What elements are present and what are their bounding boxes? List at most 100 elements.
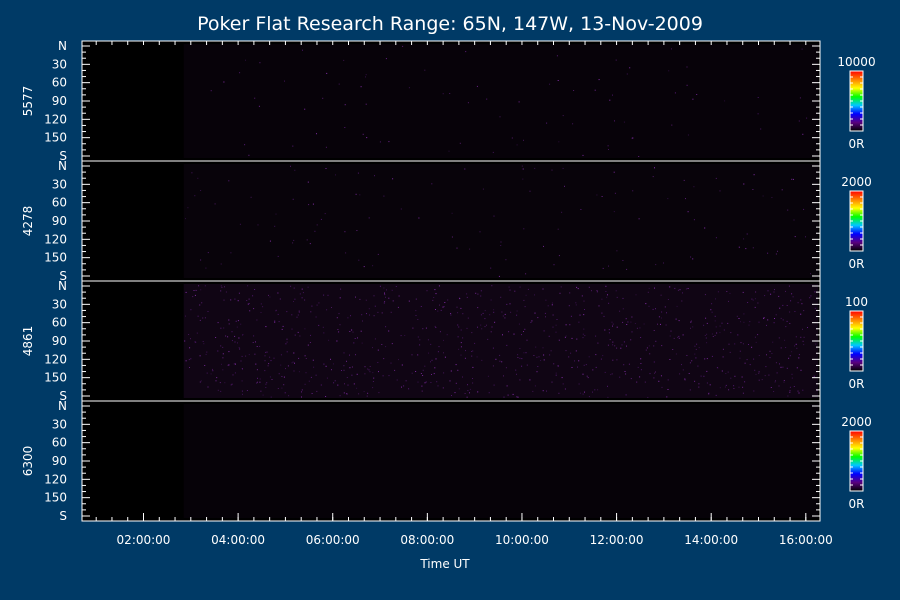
speckle — [721, 322, 723, 324]
speckle — [195, 341, 197, 343]
speckle — [257, 224, 259, 226]
speckle — [724, 386, 726, 388]
speckle — [507, 394, 509, 396]
speckle — [212, 368, 213, 370]
speckle — [501, 361, 503, 363]
speckle — [597, 342, 599, 344]
speckle — [307, 286, 309, 288]
speckle — [315, 316, 317, 318]
speckle — [233, 363, 235, 365]
speckle — [765, 366, 767, 368]
speckle — [322, 326, 324, 328]
speckle — [293, 301, 294, 302]
speckle — [789, 323, 791, 324]
y-tick-label: 30 — [52, 297, 67, 311]
speckle — [190, 338, 191, 340]
speckle — [480, 314, 482, 316]
speckle — [369, 314, 370, 316]
speckle — [653, 377, 655, 379]
speckle — [751, 298, 753, 300]
speckle — [474, 342, 476, 344]
speckle — [223, 299, 225, 301]
speckle — [607, 344, 609, 346]
speckle — [583, 300, 585, 302]
speckle — [640, 363, 642, 364]
speckle — [269, 296, 271, 298]
speckle — [753, 174, 755, 176]
speckle — [743, 183, 745, 185]
speckle — [304, 299, 306, 301]
speckle — [265, 326, 267, 328]
speckle — [598, 79, 600, 81]
speckle — [575, 302, 577, 304]
speckle — [227, 364, 229, 366]
speckle — [189, 347, 191, 349]
speckle — [277, 255, 279, 257]
speckle — [230, 384, 232, 386]
speckle — [558, 255, 560, 257]
speckle — [397, 306, 399, 308]
speckle — [372, 387, 374, 389]
speckle — [365, 74, 367, 76]
speckle — [237, 342, 238, 344]
speckle — [207, 311, 209, 312]
speckle — [219, 382, 221, 384]
speckle — [522, 168, 524, 170]
speckle — [722, 356, 724, 358]
speckle — [583, 328, 585, 330]
speckle — [356, 230, 358, 231]
speckle — [661, 386, 663, 388]
speckle — [665, 324, 667, 326]
speckle — [368, 217, 370, 219]
speckle — [615, 290, 617, 292]
speckle — [536, 371, 538, 373]
speckle — [204, 317, 206, 319]
speckle — [265, 383, 267, 385]
speckle — [608, 149, 609, 150]
speckle — [571, 367, 573, 368]
speckle — [215, 337, 217, 338]
speckle — [551, 304, 553, 306]
speckle — [492, 365, 494, 367]
speckle — [242, 368, 243, 370]
speckle — [687, 134, 689, 136]
speckle — [802, 133, 804, 135]
speckle — [686, 84, 688, 86]
speckle — [255, 341, 256, 343]
speckle — [523, 352, 525, 354]
speckle — [482, 188, 484, 190]
panel-background — [82, 281, 820, 401]
speckle — [717, 367, 719, 369]
speckle — [472, 382, 474, 384]
y-tick-label: 150 — [44, 251, 67, 265]
speckle — [256, 346, 258, 347]
speckle — [596, 291, 598, 293]
speckle — [739, 350, 741, 352]
speckle — [353, 342, 355, 344]
speckle — [561, 377, 563, 379]
speckle — [311, 393, 313, 394]
speckle — [542, 288, 544, 290]
speckle — [536, 356, 538, 358]
speckle — [281, 387, 283, 389]
speckle — [456, 247, 458, 249]
speckle — [260, 312, 262, 313]
speckle — [693, 219, 695, 221]
colorbar-max-label: 10000 — [837, 55, 875, 69]
speckle — [771, 353, 773, 354]
speckle — [788, 285, 790, 287]
speckle — [559, 292, 561, 294]
speckle — [377, 253, 379, 255]
speckle — [757, 334, 759, 336]
speckle — [460, 342, 462, 344]
data-region — [183, 164, 818, 278]
speckle — [498, 275, 500, 277]
speckle — [551, 169, 553, 171]
speckle — [191, 172, 193, 174]
speckle — [636, 381, 638, 383]
speckle — [530, 321, 532, 323]
speckle — [655, 264, 657, 266]
speckle — [361, 342, 363, 344]
speckle — [512, 393, 514, 395]
noise-speckles — [185, 165, 811, 277]
